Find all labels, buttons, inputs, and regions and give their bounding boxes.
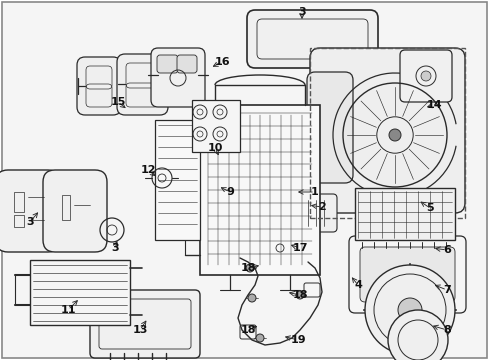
Text: 15: 15 [110, 97, 125, 107]
FancyBboxPatch shape [151, 48, 204, 107]
FancyBboxPatch shape [264, 237, 292, 258]
Text: 11: 11 [60, 305, 76, 315]
FancyBboxPatch shape [246, 10, 377, 68]
FancyBboxPatch shape [77, 57, 121, 115]
Text: 4: 4 [353, 280, 361, 290]
Text: 6: 6 [442, 245, 450, 255]
Text: 7: 7 [442, 285, 450, 295]
Text: 10: 10 [207, 143, 222, 153]
FancyBboxPatch shape [117, 54, 168, 115]
Text: 13: 13 [132, 325, 147, 335]
FancyBboxPatch shape [43, 170, 107, 252]
Bar [30, 260, 130, 325]
Bar [155, 120, 200, 240]
Text: 19: 19 [289, 335, 305, 345]
Text: 9: 9 [225, 187, 233, 197]
FancyBboxPatch shape [399, 50, 451, 102]
Circle shape [420, 71, 430, 81]
Text: 16: 16 [214, 57, 229, 67]
Bar [192, 100, 240, 152]
Text: 3: 3 [26, 217, 34, 227]
Circle shape [247, 294, 256, 302]
Circle shape [387, 310, 447, 360]
Text: 2: 2 [318, 202, 325, 212]
Bar [62, 195, 70, 220]
Text: 18: 18 [240, 325, 255, 335]
FancyBboxPatch shape [177, 55, 197, 73]
FancyBboxPatch shape [359, 247, 454, 302]
FancyBboxPatch shape [0, 170, 60, 252]
Text: 5: 5 [426, 203, 433, 213]
Text: 14: 14 [426, 100, 441, 110]
Bar [200, 105, 319, 275]
Bar [309, 48, 464, 218]
Bar [354, 188, 454, 240]
Circle shape [364, 265, 454, 355]
Text: 18: 18 [292, 290, 307, 300]
FancyBboxPatch shape [348, 236, 465, 313]
Text: 8: 8 [442, 325, 450, 335]
Circle shape [388, 129, 400, 141]
Bar [14, 215, 24, 227]
FancyBboxPatch shape [157, 55, 178, 73]
Text: 17: 17 [292, 243, 307, 253]
Text: 3: 3 [298, 7, 305, 17]
Text: 18: 18 [240, 263, 255, 273]
Circle shape [397, 298, 421, 322]
FancyBboxPatch shape [301, 194, 336, 232]
FancyBboxPatch shape [90, 290, 200, 358]
Circle shape [295, 291, 304, 299]
Text: 3: 3 [111, 243, 119, 253]
Circle shape [256, 334, 264, 342]
Bar [14, 192, 24, 212]
FancyBboxPatch shape [306, 72, 352, 183]
Text: 12: 12 [140, 165, 156, 175]
Text: 1: 1 [310, 187, 318, 197]
Circle shape [245, 264, 253, 272]
FancyBboxPatch shape [309, 48, 464, 213]
